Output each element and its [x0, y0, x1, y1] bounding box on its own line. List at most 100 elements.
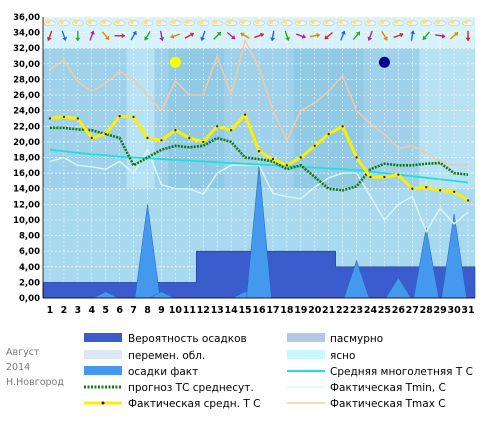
- sun-icon: [352, 19, 357, 24]
- wind-arrow-icon: [367, 30, 373, 41]
- x-tick-label: 17: [266, 305, 279, 316]
- wind-arrow-head: [316, 32, 321, 38]
- legend-label-tmin: Фактическая Tmin, C: [330, 382, 446, 394]
- sun-icon: [254, 19, 260, 24]
- x-tick-label: 13: [211, 305, 224, 316]
- sun-icon: [171, 19, 176, 24]
- sun-icon: [143, 19, 148, 24]
- wind-arrow-icon: [101, 31, 110, 41]
- wind-arrow-icon: [254, 32, 265, 39]
- wind-arrow-head: [189, 32, 195, 37]
- actual-mean-point: [285, 164, 289, 167]
- actual-mean-point: [425, 185, 428, 189]
- x-tick-label: 7: [130, 305, 137, 316]
- y-tick-label: 0,00: [19, 294, 40, 304]
- actual-mean-point: [62, 115, 66, 119]
- x-tick-label: 6: [116, 305, 123, 316]
- wind-arrow-head: [75, 37, 81, 42]
- legend-label-norm: Средняя многолетняя Т С: [330, 366, 473, 378]
- wind-arrow-head: [90, 30, 95, 35]
- actual-mean-point: [411, 187, 414, 190]
- x-tick-label: 1: [47, 305, 54, 316]
- sun-icon: [87, 19, 92, 24]
- sun-icon: [226, 19, 232, 24]
- wind-arrow-head: [159, 37, 165, 42]
- x-tick-label: 27: [406, 305, 419, 316]
- x-tick-label: 4: [88, 305, 95, 316]
- actual-mean-point: [118, 114, 121, 118]
- wind-arrow-icon: [422, 31, 430, 41]
- y-tick-label: 12,00: [13, 200, 40, 210]
- wind-arrow-head: [399, 32, 404, 38]
- actual-mean-point: [257, 150, 261, 153]
- sun-icon: [380, 19, 385, 24]
- wind-arrow-icon: [381, 31, 388, 41]
- wind-arrow-icon: [46, 30, 53, 41]
- wind-arrow-icon: [340, 30, 346, 41]
- legend-swatch-overcast: [287, 333, 325, 342]
- wind-arrow-icon: [324, 31, 333, 40]
- sun-icon: [115, 19, 120, 24]
- x-tick-label: 19: [294, 305, 307, 316]
- sun-icon: [296, 19, 302, 24]
- actual-mean-point: [174, 128, 177, 132]
- actual-mean-point: [327, 132, 330, 136]
- wind-arrow-icon: [449, 31, 459, 40]
- legend-label-forecast: прогноз ТС среднесут.: [128, 382, 254, 394]
- legend-swatch-precip-probability: [84, 333, 122, 342]
- sun-icon: [129, 19, 134, 24]
- y-tick-label: 2,00: [19, 278, 40, 288]
- wind-arrow-head: [324, 35, 329, 40]
- y-tick-label: 32,00: [13, 44, 40, 54]
- x-tick-label: 26: [392, 305, 406, 316]
- actual-mean-point: [243, 113, 247, 116]
- sun-icon: [422, 19, 427, 24]
- x-tick-label: 28: [420, 305, 434, 316]
- wind-arrow-head: [340, 30, 346, 35]
- new-moon-icon: [378, 56, 390, 68]
- legend-swatch-partly-cloudy: [84, 350, 122, 359]
- wind-arrow-icon: [170, 33, 181, 39]
- series-layer: [42, 38, 476, 299]
- wind-arrow-icon: [200, 30, 206, 41]
- y-tick-label: 20,00: [13, 138, 40, 148]
- y-tick-label: 36,00: [13, 13, 40, 23]
- x-tick-label: 24: [364, 305, 378, 316]
- legend-label-precip-probability: Вероятность осадков: [128, 333, 247, 345]
- sun-icon: [282, 19, 288, 24]
- wind-arrow-head: [132, 30, 137, 36]
- wind-arrow-icon: [75, 30, 81, 42]
- wind-arrow-head: [285, 36, 290, 41]
- wind-arrow-head: [105, 35, 110, 40]
- actual-mean-point: [383, 175, 386, 179]
- sun-icon: [310, 19, 315, 24]
- sun-icon: [101, 19, 106, 24]
- actual-mean-point: [160, 139, 163, 142]
- actual-mean-point: [452, 190, 456, 194]
- sun-icon: [73, 19, 79, 24]
- sun-icon: [394, 19, 399, 24]
- city-label: Н.Новгород: [6, 377, 64, 388]
- wind-arrow-head: [422, 35, 427, 40]
- wind-arrow-head: [200, 36, 205, 41]
- y-tick-label: 24,00: [13, 107, 40, 117]
- wind-arrow-icon: [435, 33, 446, 39]
- actual-mean-point: [299, 156, 303, 159]
- wind-arrow-head: [355, 31, 361, 36]
- x-tick-label: 31: [461, 305, 474, 316]
- legend-label-tmax: Фактическая Tmax C: [330, 398, 446, 410]
- actual-mean-point: [146, 136, 149, 140]
- x-tick-label: 25: [378, 305, 391, 316]
- sun-icon: [212, 19, 218, 24]
- wind-arrow-head: [301, 34, 306, 39]
- wind-arrow-head: [410, 30, 416, 35]
- wind-arrow-icon: [270, 30, 276, 42]
- wind-arrow-icon: [61, 30, 67, 41]
- wind-arrow-icon: [184, 32, 195, 39]
- sun-icon: [199, 19, 204, 24]
- legend-label-precip-actual: осадки факт: [128, 366, 198, 378]
- x-tick-label: 16: [252, 305, 266, 316]
- actual-mean-point: [48, 117, 52, 120]
- legend-label-partly-cloudy: перемен. обл.: [128, 350, 205, 362]
